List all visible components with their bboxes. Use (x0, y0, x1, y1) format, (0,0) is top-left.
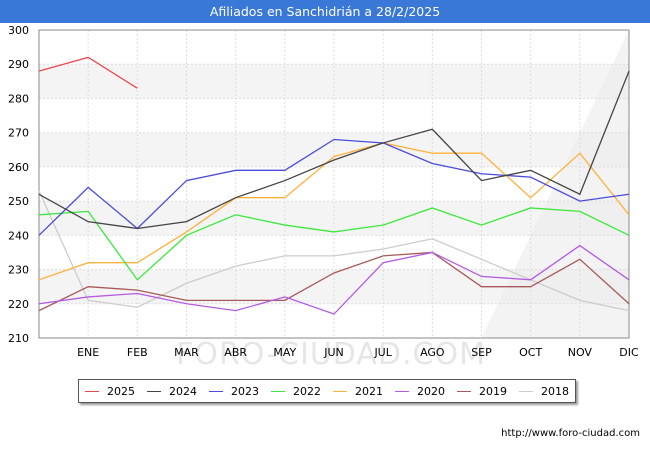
legend-swatch (457, 390, 471, 392)
legend-label: 2023 (231, 384, 259, 398)
legend-item-2020: 2020 (395, 385, 445, 398)
y-tick-label: 260 (8, 161, 29, 174)
series-line-2025 (38, 56, 138, 89)
x-tick-label: JUN (323, 346, 344, 359)
series-line-2024 (38, 70, 630, 230)
x-tick-label: MAY (273, 346, 296, 359)
x-tick-label: JUL (373, 346, 392, 359)
legend-swatch (85, 390, 99, 392)
legend-label: 2020 (417, 384, 445, 398)
legend-swatch (209, 390, 223, 392)
legend-item-2019: 2019 (457, 385, 507, 398)
legend-item-2018: 2018 (519, 385, 569, 398)
legend-swatch (395, 390, 409, 392)
y-tick-label: 210 (8, 332, 29, 345)
x-tick-label: MAR (174, 346, 199, 359)
legend-item-2024: 2024 (147, 385, 197, 398)
series-line-2020 (38, 244, 630, 315)
y-tick-label: 300 (8, 24, 29, 37)
x-tick-label: ENE (77, 346, 99, 359)
legend-label: 2024 (169, 384, 197, 398)
legend-swatch (147, 390, 161, 392)
background-shade (481, 30, 629, 338)
y-tick-label: 290 (8, 58, 29, 71)
x-tick-label: DIC (619, 346, 639, 359)
x-tick-label: SEP (471, 346, 492, 359)
x-tick-label: FEB (127, 346, 148, 359)
legend: 2025 2024 2023 2022 2021 2020 2019 2018 (78, 379, 576, 403)
y-tick-label: 250 (8, 195, 29, 208)
legend-swatch (519, 390, 533, 392)
y-tick-label: 240 (8, 229, 29, 242)
x-tick-label: AGO (420, 346, 445, 359)
legend-label: 2021 (355, 384, 383, 398)
series-line-2021 (38, 142, 630, 281)
grid-band (39, 64, 629, 99)
y-tick-label: 270 (8, 127, 29, 140)
legend-swatch (271, 390, 285, 392)
legend-item-2022: 2022 (271, 385, 321, 398)
grid-band (39, 132, 629, 167)
legend-label: 2018 (541, 384, 569, 398)
legend-item-2023: 2023 (209, 385, 259, 398)
y-tick-label: 280 (8, 92, 29, 105)
legend-label: 2022 (293, 384, 321, 398)
source-url: http://www.foro-ciudad.com (501, 428, 640, 439)
x-tick-label: ABR (224, 346, 247, 359)
legend-label: 2025 (107, 384, 135, 398)
chart-title: Afiliados en Sanchidrián a 28/2/2025 (0, 0, 650, 23)
legend-item-2025: 2025 (85, 385, 135, 398)
x-tick-label: OCT (519, 346, 542, 359)
watermark: FORO-CIUDAD.COM (176, 337, 486, 372)
series-line-2019 (38, 251, 630, 312)
plot-border (38, 29, 630, 339)
x-tick-label: NOV (568, 346, 593, 359)
y-tick-label: 220 (8, 298, 29, 311)
series-line-2022 (38, 207, 630, 281)
legend-item-2021: 2021 (333, 385, 383, 398)
legend-swatch (333, 390, 347, 392)
y-tick-label: 230 (8, 264, 29, 277)
legend-label: 2019 (479, 384, 507, 398)
